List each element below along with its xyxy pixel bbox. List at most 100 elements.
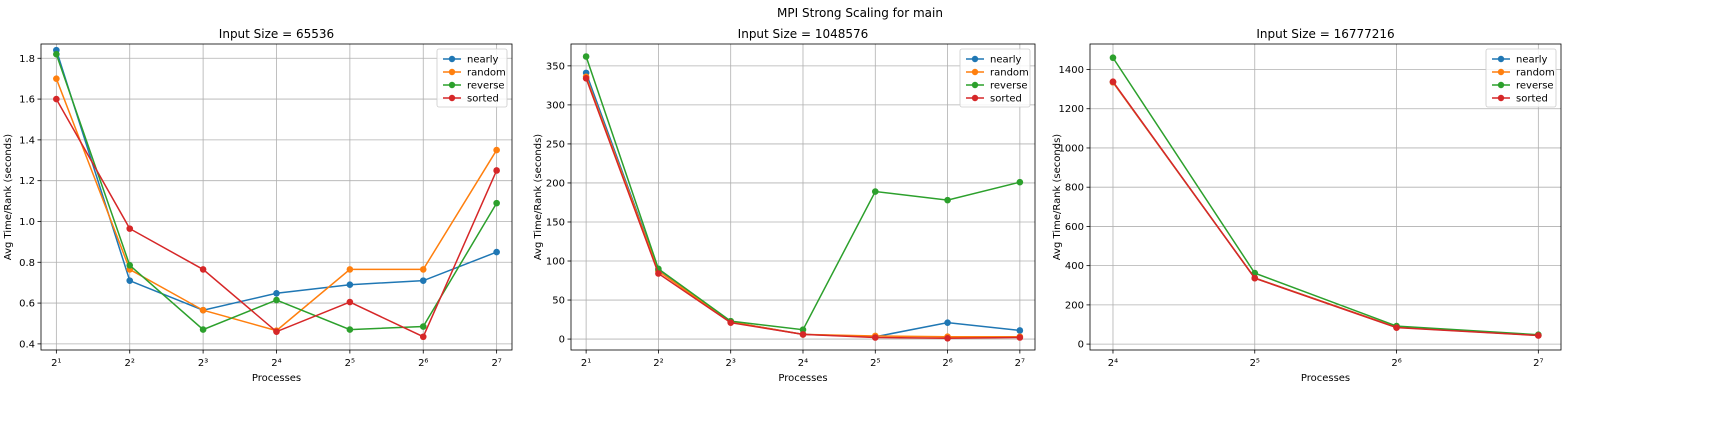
x-tick-label: 2⁶ [418, 358, 428, 369]
subplots: 2¹ 2² 2³ 2⁴ 2⁵ 2⁶ 2⁷ 0.4 0.6 0.8 1.0 1.2 1.4 1.6 1.8 In… [3, 27, 1562, 384]
x-tick-label: 2⁷ [1533, 358, 1543, 369]
data-point-nearly [126, 277, 134, 284]
legend-swatch-marker-nearly [448, 55, 456, 63]
series-line-reverse [1112, 57, 1539, 336]
legend-label-reverse: reverse [467, 81, 505, 92]
data-point-reverse [944, 196, 951, 204]
data-point-random [53, 75, 60, 82]
legend-box [959, 48, 1031, 108]
data-point-sorted [655, 270, 662, 277]
subplot-title: Input Size = 1048576 [738, 27, 869, 41]
series-line-sorted [1112, 81, 1539, 337]
subplot-2: 2¹ 2² 2³ 2⁴ 2⁵ 2⁶ 2⁷ 0 50 100 150 200 250 300 350 Input… [533, 27, 1036, 384]
x-tick-label: 2⁶ [1391, 358, 1401, 369]
data-point-sorted [1393, 324, 1400, 331]
data-point-reverse [273, 296, 280, 304]
legend-swatch-marker-reverse [971, 81, 979, 89]
x-tick-label: 2² [125, 358, 135, 369]
y-tick-label: 1200 [1059, 104, 1084, 115]
y-tick-label: 200 [1065, 300, 1084, 311]
data-point-sorted [1251, 274, 1259, 282]
subplot-title: Input Size = 65536 [219, 27, 334, 41]
data-point-reverse [871, 188, 879, 195]
x-axis-label: Processes [778, 373, 827, 384]
x-axis-label: Processes [252, 373, 301, 384]
legend-label-sorted: sorted [467, 94, 499, 105]
data-point-nearly [944, 319, 951, 326]
legend-swatch-marker-random [971, 68, 979, 76]
subplot-3: 2⁴ 2⁵ 2⁶ 2⁷ 0 200 400 600 800 1000 1200 1400 Input S… [1052, 27, 1562, 384]
y-tick-label: 150 [546, 217, 565, 228]
data-point-sorted [493, 167, 500, 174]
y-tick-label: 1.6 [19, 95, 35, 106]
data-point-reverse [199, 326, 207, 333]
data-point-sorted [199, 266, 207, 273]
series-line-nearly [1112, 81, 1539, 337]
y-tick-label: 50 [552, 296, 565, 307]
legend-box [1485, 48, 1557, 108]
data-point-nearly [419, 277, 427, 284]
x-tick-label: 2⁵ [345, 358, 355, 369]
data-point-reverse [1016, 178, 1024, 186]
data-point-nearly [493, 248, 500, 256]
data-point-reverse [493, 199, 500, 207]
data-point-reverse [419, 323, 427, 330]
legend-label-nearly: nearly [1516, 55, 1548, 66]
x-tick-label: 2⁷ [491, 358, 501, 369]
x-tick-label: 2³ [726, 358, 736, 369]
legend-swatch-marker-random [1497, 68, 1505, 76]
data-point-sorted [1016, 334, 1024, 341]
x-tick-label: 2¹ [51, 358, 61, 369]
data-point-sorted [727, 319, 735, 326]
data-point-sorted [346, 298, 354, 306]
data-point-nearly [1016, 327, 1024, 334]
data-point-reverse [799, 326, 807, 334]
y-tick-label: 1000 [1059, 143, 1084, 154]
legend-swatch-marker-reverse [448, 81, 456, 89]
x-axis-label: Processes [1301, 373, 1350, 384]
legend-swatch-marker-nearly [971, 55, 979, 63]
legend-label-random: random [1516, 68, 1555, 79]
legend-swatch-marker-sorted [1497, 94, 1505, 102]
data-point-nearly [273, 289, 280, 297]
y-tick-label: 300 [546, 100, 565, 111]
data-point-reverse [53, 50, 60, 58]
data-point-sorted [1109, 78, 1117, 85]
y-tick-label: 0.4 [19, 339, 35, 350]
x-tick-label: 2³ [198, 358, 208, 369]
legend-swatch-marker-sorted [971, 94, 979, 102]
y-tick-label: 600 [1065, 222, 1084, 233]
x-tick-label: 2⁵ [870, 358, 880, 369]
data-point-sorted [582, 75, 590, 82]
data-point-sorted [944, 334, 951, 342]
x-tick-label: 2⁵ [1250, 358, 1260, 369]
x-tick-label: 2⁴ [798, 358, 808, 369]
y-tick-label: 1.0 [19, 217, 35, 228]
y-tick-label: 800 [1065, 183, 1084, 194]
legend: nearly random reverse sorted [436, 48, 508, 108]
y-tick-label: 250 [546, 139, 565, 150]
data-point-sorted [871, 334, 879, 341]
legend-label-sorted: sorted [990, 94, 1022, 105]
x-tick-label: 2⁶ [942, 358, 952, 369]
legend-label-nearly: nearly [990, 55, 1022, 66]
y-axis-label: Avg Time/Rank (seconds) [1052, 134, 1063, 260]
legend-swatch-marker-sorted [448, 94, 456, 102]
axes-frame [1089, 43, 1562, 351]
y-axis-label: Avg Time/Rank (seconds) [3, 134, 14, 260]
data-point-sorted [1535, 332, 1542, 339]
data-point-reverse [346, 326, 354, 333]
legend-swatch-marker-random [448, 68, 456, 76]
x-tick-label: 2⁴ [1108, 358, 1118, 369]
y-tick-label: 0.8 [19, 258, 35, 269]
x-tick-label: 2¹ [581, 358, 591, 369]
y-tick-label: 400 [1065, 261, 1084, 272]
legend: nearly random reverse sorted [959, 48, 1031, 108]
legend-label-random: random [990, 68, 1029, 79]
data-point-random [419, 266, 427, 273]
data-point-sorted [273, 328, 280, 335]
subplot-title: Input Size = 16777216 [1256, 27, 1394, 41]
legend-label-random: random [467, 68, 506, 79]
legend: nearly random reverse sorted [1485, 48, 1557, 108]
